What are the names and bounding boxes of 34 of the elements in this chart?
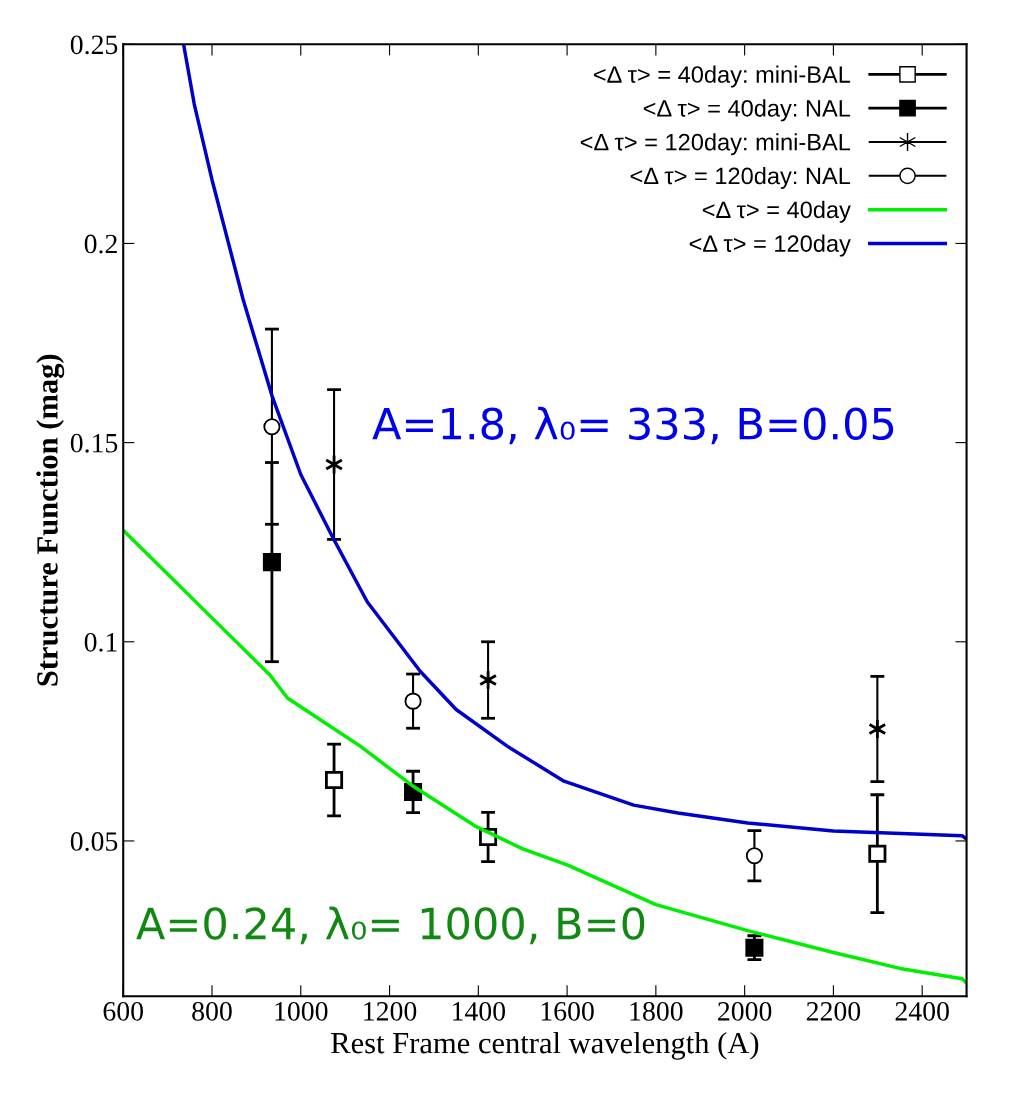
x-tick-label: 800: [192, 1001, 232, 1021]
point: [263, 418, 281, 436]
annotation: A=0.24, λ₀= 1000, B=0: [136, 906, 645, 945]
legend-label: <Δ τ> = 40day: mini-BAL: [593, 65, 851, 88]
x-tick-label: 2400: [895, 1001, 949, 1021]
legend-label: <Δ τ> = 120day: NAL: [630, 166, 851, 189]
y-tick-label: 0.2: [84, 234, 117, 254]
line-series: [181, 44, 967, 841]
x-tick-label: 1800: [630, 1001, 683, 1021]
x-tick-label: 1400: [452, 1001, 506, 1021]
x-tick-label: 1000: [275, 1001, 328, 1021]
x-axis-title: Rest Frame central wavelength (A): [331, 1031, 759, 1060]
legend-label: <Δ τ> = 40day: [702, 200, 851, 223]
point: [325, 770, 344, 790]
point: [745, 938, 764, 957]
point: [404, 692, 422, 710]
x-tick-label: 1600: [541, 1001, 594, 1021]
y-tick-label: 0.15: [70, 433, 118, 453]
y-tick-label: 0.1: [84, 632, 117, 652]
x-tick-label: 2000: [718, 1001, 772, 1021]
legend-label: <Δ τ> = 120day: mini-BAL: [580, 133, 851, 156]
line-series: [123, 528, 967, 985]
y-tick-label: 0.25: [70, 35, 118, 55]
x-tick-label: 1200: [364, 1001, 417, 1021]
y-tick-label: 0.05: [70, 832, 118, 851]
legend-label: <Δ τ> = 120day: [689, 234, 851, 257]
annotation: A=1.8, λ₀= 333, B=0.05: [372, 406, 894, 445]
y-axis-title: Structure Function (mag): [36, 354, 65, 686]
point: [868, 844, 887, 863]
point: [745, 847, 763, 865]
x-tick-label: 2200: [806, 1001, 861, 1021]
point: [262, 553, 281, 572]
legend-label: <Δ τ> = 40day: NAL: [643, 99, 851, 122]
x-tick-label: 600: [103, 1001, 143, 1021]
